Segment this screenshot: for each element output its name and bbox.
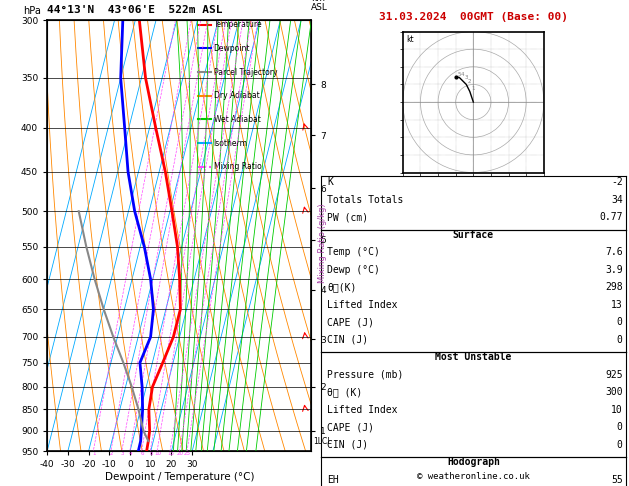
Text: 3.9: 3.9 (605, 265, 623, 275)
Text: Dewpoint: Dewpoint (214, 44, 250, 53)
Text: 20: 20 (177, 451, 184, 456)
Text: 0.77: 0.77 (599, 212, 623, 223)
Text: 0: 0 (617, 440, 623, 450)
Text: 13: 13 (611, 300, 623, 310)
Text: 1LCL: 1LCL (313, 436, 331, 446)
Text: Most Unstable: Most Unstable (435, 352, 511, 363)
Text: Mixing Ratio: Mixing Ratio (214, 162, 262, 171)
Text: 8: 8 (149, 451, 153, 456)
Text: K: K (327, 177, 333, 188)
Text: PW (cm): PW (cm) (327, 212, 368, 223)
Text: Totals Totals: Totals Totals (327, 195, 403, 205)
Text: Lifted Index: Lifted Index (327, 300, 398, 310)
Text: 5: 5 (457, 71, 461, 77)
Text: CIN (J): CIN (J) (327, 335, 368, 345)
Text: θᴄ(K): θᴄ(K) (327, 282, 357, 293)
Text: 15: 15 (167, 451, 174, 456)
Text: 44°13'N  43°06'E  522m ASL: 44°13'N 43°06'E 522m ASL (47, 4, 223, 15)
Text: Surface: Surface (453, 230, 494, 240)
Text: 10: 10 (154, 451, 161, 456)
Text: Wet Adiabat: Wet Adiabat (214, 115, 260, 124)
Text: 1: 1 (92, 451, 96, 456)
Text: 25: 25 (184, 451, 191, 456)
Text: 10: 10 (611, 405, 623, 415)
Text: 4: 4 (129, 451, 132, 456)
Text: © weatheronline.co.uk: © weatheronline.co.uk (417, 472, 530, 481)
X-axis label: Dewpoint / Temperature (°C): Dewpoint / Temperature (°C) (104, 472, 254, 482)
Text: 3: 3 (464, 75, 468, 80)
Text: Pressure (mb): Pressure (mb) (327, 370, 403, 380)
Text: 0: 0 (617, 317, 623, 328)
Text: Isotherm: Isotherm (214, 139, 248, 148)
Text: Mixing Ratio (g/kg): Mixing Ratio (g/kg) (318, 203, 326, 283)
Text: km
ASL: km ASL (311, 0, 328, 12)
Text: hPa: hPa (23, 6, 42, 16)
Text: 31.03.2024  00GMT (Base: 00): 31.03.2024 00GMT (Base: 00) (379, 12, 568, 22)
Text: 34: 34 (611, 195, 623, 205)
Text: Lifted Index: Lifted Index (327, 405, 398, 415)
Text: 925: 925 (605, 370, 623, 380)
Text: 2: 2 (468, 79, 472, 84)
Text: Dewp (°C): Dewp (°C) (327, 265, 380, 275)
Text: Hodograph: Hodograph (447, 457, 500, 468)
Text: 300: 300 (605, 387, 623, 398)
Text: 1: 1 (472, 86, 475, 91)
Text: Parcel Trajectory: Parcel Trajectory (214, 68, 277, 77)
Text: 298: 298 (605, 282, 623, 293)
Text: EH: EH (327, 475, 339, 485)
Text: 3: 3 (121, 451, 125, 456)
Text: Dry Adiabat: Dry Adiabat (214, 91, 259, 100)
Text: 4: 4 (461, 71, 464, 77)
Text: 6: 6 (140, 451, 144, 456)
Text: 0: 0 (617, 422, 623, 433)
Text: CAPE (J): CAPE (J) (327, 422, 374, 433)
Text: kt: kt (406, 35, 414, 44)
Text: 2: 2 (110, 451, 113, 456)
Text: CAPE (J): CAPE (J) (327, 317, 374, 328)
Text: 0: 0 (617, 335, 623, 345)
Text: 55: 55 (611, 475, 623, 485)
Text: Temperature: Temperature (214, 20, 262, 29)
Text: Temp (°C): Temp (°C) (327, 247, 380, 258)
Text: CIN (J): CIN (J) (327, 440, 368, 450)
Text: 7.6: 7.6 (605, 247, 623, 258)
Text: θᴄ (K): θᴄ (K) (327, 387, 362, 398)
Text: -2: -2 (611, 177, 623, 188)
